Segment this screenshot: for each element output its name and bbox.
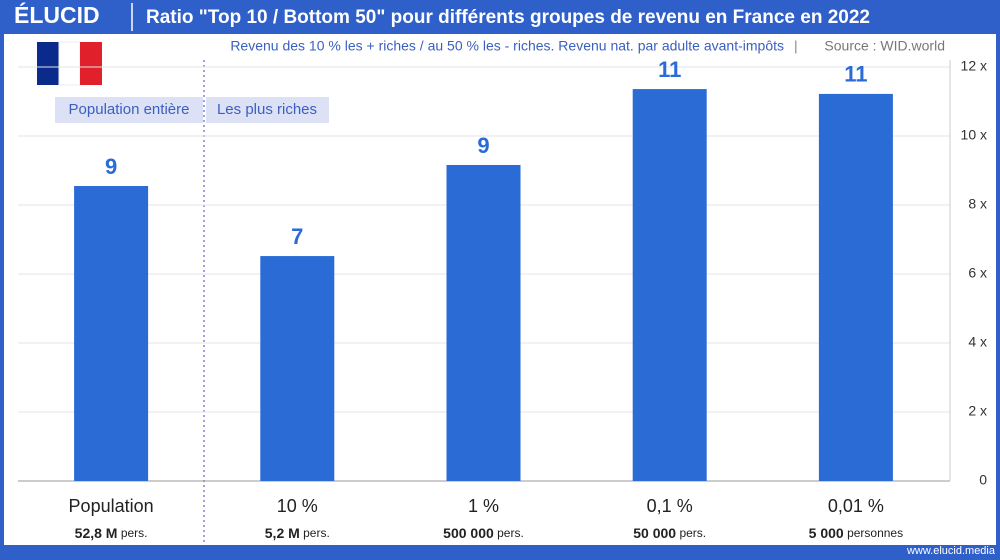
count: 52,8 M — [75, 525, 118, 541]
data-label: 11 — [844, 62, 867, 87]
unit: pers. — [497, 526, 524, 540]
chart-subtitle: Revenu des 10 % les + riches / au 50 % l… — [230, 38, 784, 54]
data-label: 9 — [105, 154, 117, 179]
bar — [446, 164, 521, 482]
x-tick-label: 1 % — [468, 496, 499, 516]
count: 50 000 — [633, 525, 676, 541]
flag-white — [58, 41, 81, 86]
y-tick-label: 0 — [979, 472, 987, 488]
x-sub-label: 5 000 personnes — [809, 525, 903, 541]
flag-blue — [37, 42, 59, 85]
bar — [818, 93, 893, 481]
bar — [632, 89, 707, 481]
bar — [74, 186, 149, 481]
data-label: 11 — [658, 57, 681, 82]
unit: personnes — [847, 526, 903, 540]
x-sub-label: 5,2 M pers. — [265, 525, 330, 541]
x-sub-label: 50 000 pers. — [633, 525, 706, 541]
brand-logo: ÉLUCID — [14, 1, 100, 28]
group-label-bg — [55, 97, 203, 123]
count: 5 000 — [809, 525, 844, 541]
flag-red — [80, 42, 102, 85]
y-tick-label: 4 x — [968, 334, 987, 350]
y-tick-label: 12 x — [961, 58, 987, 74]
bar — [260, 256, 335, 481]
count: 500 000 — [443, 525, 494, 541]
flag — [37, 41, 102, 86]
data-label: 9 — [477, 133, 489, 158]
x-tick-label: 10 % — [277, 496, 318, 516]
count: 5,2 M — [265, 525, 300, 541]
x-tick-label: Population — [69, 496, 154, 516]
x-sub-label: 500 000 pers. — [443, 525, 524, 541]
y-tick-label: 10 x — [961, 127, 987, 143]
separator: | — [794, 38, 798, 54]
x-sub-label: 52,8 M pers. — [75, 525, 148, 541]
source: Source : WID.world — [824, 38, 945, 54]
group-label: Les plus riches — [217, 101, 317, 118]
chart-title: Ratio "Top 10 / Bottom 50" pour différen… — [146, 7, 870, 28]
y-tick-label: 2 x — [968, 403, 987, 419]
y-tick-label: 8 x — [968, 196, 987, 212]
group-label-bg — [206, 97, 329, 123]
footer: www.elucid.media — [906, 545, 996, 557]
unit: pers. — [121, 526, 148, 540]
unit: pers. — [303, 526, 330, 540]
x-tick-label: 0,01 % — [828, 496, 884, 516]
unit: pers. — [679, 526, 706, 540]
x-tick-label: 0,1 % — [647, 496, 693, 516]
data-label: 7 — [291, 224, 303, 249]
group-label: Population entière — [69, 101, 190, 118]
y-tick-label: 6 x — [968, 265, 987, 281]
